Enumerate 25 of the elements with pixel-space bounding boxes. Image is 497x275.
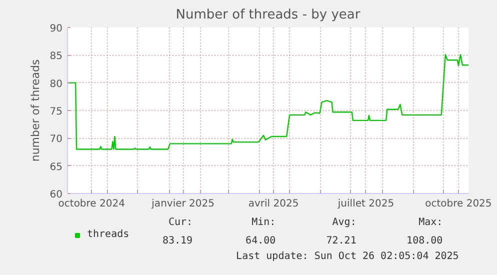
legend-label: threads: [87, 229, 130, 240]
text: Avg:: [332, 217, 356, 228]
line-series: [68, 54, 468, 150]
x-tick-label: juillet 2025: [336, 198, 394, 210]
y-axis-title: number of threads: [28, 59, 42, 162]
y-tick-label: 65: [50, 162, 63, 173]
text: Cur:: [168, 217, 193, 228]
y-tick-label: 85: [50, 51, 63, 62]
y-tick-label: 90: [50, 24, 63, 34]
y-tick-label: 75: [50, 106, 63, 118]
y-tick-label: 60: [50, 190, 63, 200]
text: 64.00: [246, 236, 276, 246]
text: 108.00: [406, 236, 443, 246]
x-tick-label: octobre 2024: [58, 198, 125, 210]
y-tick-label: 70: [50, 134, 63, 146]
text: 72.21: [326, 236, 356, 246]
chart-title: Number of threads - by year: [176, 8, 361, 22]
x-tick-label: octobre 2025: [425, 198, 492, 210]
text: Min:: [252, 217, 276, 228]
y-tick-label: 80: [50, 78, 63, 90]
text: Max:: [418, 217, 443, 228]
x-tick-label: avril 2025: [248, 198, 299, 210]
text: 83.19: [162, 236, 193, 246]
x-tick-label: janvier 2025: [150, 198, 215, 210]
text: Last update: Sun Oct 26 02:05:04 2025: [236, 251, 459, 262]
